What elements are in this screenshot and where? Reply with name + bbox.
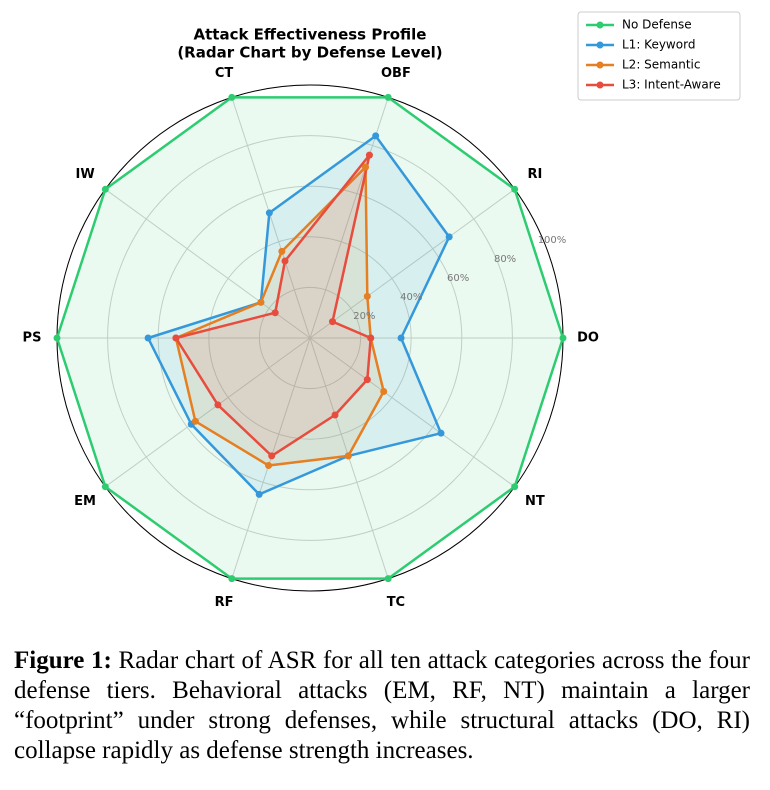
category-label: RF bbox=[215, 595, 234, 610]
series-marker bbox=[511, 483, 519, 491]
series-marker bbox=[101, 483, 109, 491]
legend-marker bbox=[596, 41, 604, 49]
series-marker bbox=[53, 334, 61, 342]
series-marker bbox=[329, 318, 337, 326]
chart: Attack Effectiveness Profile (Radar Char… bbox=[23, 11, 741, 610]
series-marker bbox=[214, 401, 222, 409]
legend-marker bbox=[596, 81, 604, 89]
series-marker bbox=[437, 429, 445, 437]
series-marker bbox=[365, 151, 373, 159]
legend-label: L2: Semantic bbox=[622, 58, 700, 72]
legend-marker bbox=[596, 21, 604, 29]
series-marker bbox=[384, 93, 392, 101]
legend-label: L3: Intent-Aware bbox=[622, 78, 721, 92]
legend-label: No Defense bbox=[622, 18, 692, 32]
category-label: OBF bbox=[381, 66, 411, 81]
series-marker bbox=[144, 334, 152, 342]
series-marker bbox=[265, 462, 273, 470]
category-label: TC bbox=[387, 595, 405, 610]
category-label: IW bbox=[75, 167, 94, 182]
r-tick-label: 40% bbox=[400, 292, 422, 303]
series-marker bbox=[172, 334, 180, 342]
series-marker bbox=[559, 334, 567, 342]
spoke bbox=[309, 337, 515, 488]
chart-title: Attack Effectiveness Profile bbox=[194, 26, 427, 44]
series-marker bbox=[445, 233, 453, 241]
series-marker bbox=[363, 376, 371, 384]
series-marker bbox=[362, 163, 370, 171]
category-label: RI bbox=[527, 167, 542, 182]
caption-text: Radar chart of ASR for all ten attack ca… bbox=[14, 647, 751, 764]
series-marker bbox=[384, 575, 392, 583]
series-marker bbox=[278, 247, 286, 255]
series-marker bbox=[191, 417, 199, 425]
series-marker bbox=[331, 411, 339, 419]
spoke bbox=[231, 97, 311, 339]
category-label: NT bbox=[525, 494, 545, 509]
series-marker bbox=[255, 490, 263, 498]
series-marker bbox=[367, 334, 375, 342]
series-marker bbox=[344, 452, 352, 460]
category-label: EM bbox=[74, 494, 96, 509]
category-label: DO bbox=[577, 331, 599, 346]
r-tick-label: 60% bbox=[447, 273, 469, 284]
r-tick-label: 100% bbox=[538, 235, 567, 246]
series-marker bbox=[281, 257, 289, 265]
legend-label: L1: Keyword bbox=[622, 38, 695, 52]
spoke bbox=[309, 188, 515, 339]
caption: Figure 1: Radar chart of ASR for all ten… bbox=[14, 646, 750, 766]
series-marker bbox=[372, 132, 380, 140]
caption-label: Figure 1: bbox=[14, 647, 112, 674]
series-marker bbox=[380, 388, 388, 396]
series-marker bbox=[397, 334, 405, 342]
series-marker bbox=[228, 575, 236, 583]
series-marker bbox=[363, 292, 371, 300]
chart-subtitle: (Radar Chart by Defense Level) bbox=[177, 44, 442, 62]
spoke bbox=[105, 337, 311, 488]
series-marker bbox=[101, 185, 109, 193]
series-marker bbox=[271, 309, 279, 317]
legend-marker bbox=[596, 61, 604, 69]
series-marker bbox=[265, 209, 273, 217]
series-marker bbox=[257, 298, 265, 306]
category-label: PS bbox=[23, 331, 42, 346]
legend-box bbox=[577, 11, 741, 101]
series-marker bbox=[511, 185, 519, 193]
r-tick-label: 80% bbox=[494, 254, 516, 265]
r-tick-label: 20% bbox=[353, 311, 375, 322]
series-marker bbox=[268, 452, 276, 460]
category-label: CT bbox=[215, 66, 234, 81]
series-marker bbox=[228, 93, 236, 101]
